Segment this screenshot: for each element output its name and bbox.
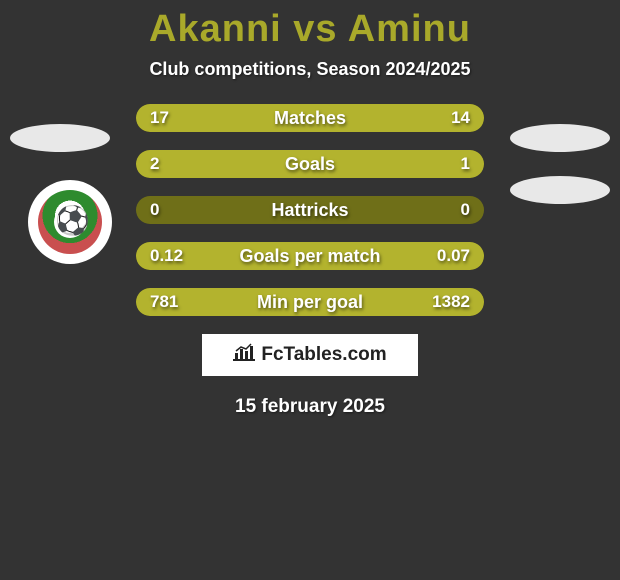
stat-value-left: 2 bbox=[150, 154, 159, 174]
brand-box[interactable]: FcTables.com bbox=[202, 334, 418, 376]
stat-value-left: 17 bbox=[150, 108, 169, 128]
stat-value-left: 0 bbox=[150, 200, 159, 220]
stat-value-right: 1 bbox=[461, 154, 470, 174]
stat-row: 781 Min per goal 1382 bbox=[136, 288, 484, 316]
stat-value-right: 1382 bbox=[432, 292, 470, 312]
stat-value-right: 0 bbox=[461, 200, 470, 220]
stat-value-right: 0.07 bbox=[437, 246, 470, 266]
stat-label: Goals bbox=[285, 154, 335, 175]
stat-label: Min per goal bbox=[257, 292, 363, 313]
stat-value-left: 0.12 bbox=[150, 246, 183, 266]
stat-label: Matches bbox=[274, 108, 346, 129]
date-text: 15 february 2025 bbox=[0, 396, 620, 418]
player-right-badge-2 bbox=[510, 176, 610, 204]
subtitle: Club competitions, Season 2024/2025 bbox=[0, 59, 620, 80]
brand-text: FcTables.com bbox=[261, 344, 386, 366]
stat-row: 17 Matches 14 bbox=[136, 104, 484, 132]
club-badge bbox=[28, 180, 112, 264]
chart-icon bbox=[233, 343, 255, 367]
stat-row: 0.12 Goals per match 0.07 bbox=[136, 242, 484, 270]
stat-row: 0 Hattricks 0 bbox=[136, 196, 484, 224]
stat-label: Goals per match bbox=[239, 246, 380, 267]
stat-row: 2 Goals 1 bbox=[136, 150, 484, 178]
soccer-ball-icon bbox=[54, 206, 86, 238]
stat-value-right: 14 bbox=[451, 108, 470, 128]
page-title: Akanni vs Aminu bbox=[0, 0, 620, 51]
player-right-badge-1 bbox=[510, 124, 610, 152]
stat-label: Hattricks bbox=[271, 200, 348, 221]
player-left-badge-1 bbox=[10, 124, 110, 152]
stat-value-left: 781 bbox=[150, 292, 178, 312]
stats-container: 17 Matches 14 2 Goals 1 0 Hattricks 0 0.12 Goals p… bbox=[136, 104, 484, 316]
club-badge-inner bbox=[38, 190, 102, 254]
